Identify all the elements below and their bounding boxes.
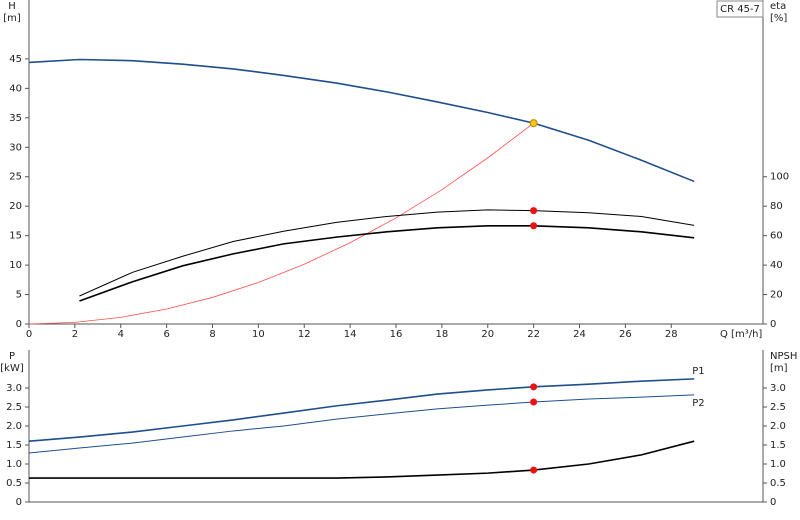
y-tick-label: 15: [9, 231, 22, 242]
y-tick-label: 3.0: [6, 383, 22, 394]
x-tick-label: 12: [298, 329, 311, 340]
y2-tick-label: 20: [770, 290, 783, 301]
y-tick-label: 2.0: [6, 421, 22, 432]
y-tick-label: 0: [16, 497, 22, 508]
y-tick-label: 20: [9, 201, 22, 212]
title-box: [716, 0, 764, 18]
x-tick-label: 18: [436, 329, 449, 340]
y-axis-unit: [m]: [3, 13, 21, 24]
y2-axis-unit: [m]: [770, 363, 788, 374]
y2-tick-label: 2.0: [770, 421, 786, 432]
y-tick-label: 10: [9, 260, 22, 271]
y-tick-label: 5: [16, 290, 22, 301]
y-axis-label: H: [8, 1, 16, 12]
x-tick-label: 8: [209, 329, 215, 340]
curve: [28, 394, 695, 454]
series-label: P1: [692, 366, 704, 377]
y2-tick-label: 2.5: [770, 402, 786, 413]
x-tick-label: 20: [481, 329, 494, 340]
x-tick-label: 28: [665, 329, 678, 340]
y2-tick-label: 1.5: [770, 440, 786, 451]
y2-tick-label: 0: [770, 497, 776, 508]
y2-tick-label: 3.0: [770, 383, 786, 394]
y-tick-label: 1.5: [6, 440, 22, 451]
y-tick-label: 2.5: [6, 402, 22, 413]
curve: [79, 224, 695, 302]
y2-tick-label: 40: [770, 260, 783, 271]
x-tick-label: 14: [344, 329, 357, 340]
y2-tick-label: 80: [770, 201, 783, 212]
duty-point: [530, 383, 538, 391]
x-tick-label: 16: [390, 329, 403, 340]
chart-title: CR 45-7: [720, 4, 760, 15]
y2-tick-label: 60: [770, 231, 783, 242]
x-tick-label: 10: [252, 329, 265, 340]
curve: [79, 209, 695, 297]
y-tick-label: 40: [9, 83, 22, 94]
curve: [28, 378, 695, 442]
y-tick-label: 45: [9, 54, 22, 65]
x-axis-label: Q [m³/h]: [720, 329, 762, 340]
x-tick-label: 26: [619, 329, 632, 340]
duty-point: [530, 398, 538, 406]
y-axis-label: P: [9, 351, 15, 362]
y-tick-label: 0.5: [6, 478, 22, 489]
y2-tick-label: 100: [770, 172, 789, 183]
y-tick-label: 0: [16, 319, 22, 330]
y2-axis-unit: [%]: [770, 13, 787, 24]
x-tick-label: 2: [72, 329, 78, 340]
x-tick-label: 6: [163, 329, 169, 340]
y2-tick-label: 0: [770, 319, 776, 330]
y-tick-label: 35: [9, 113, 22, 124]
x-tick-label: 0: [26, 329, 32, 340]
y2-tick-label: 1.0: [770, 459, 786, 470]
plot-frame: [28, 0, 764, 325]
duty-point: [530, 207, 538, 215]
duty-point: [530, 222, 538, 230]
y2-axis-label: NPSH: [770, 351, 797, 362]
y-tick-label: 30: [9, 142, 22, 153]
y-tick-label: 25: [9, 172, 22, 183]
curve: [28, 58, 695, 183]
y2-axis-label: eta: [770, 1, 786, 12]
x-tick-label: 4: [118, 329, 124, 340]
series-label: P2: [692, 398, 704, 409]
plot-frame: [28, 350, 764, 503]
curve: [28, 122, 534, 325]
y-tick-label: 1.0: [6, 459, 22, 470]
y-axis-unit: [kW]: [0, 363, 24, 374]
curve: [29, 440, 695, 479]
x-tick-label: 22: [527, 329, 540, 340]
y2-tick-label: 0.5: [770, 478, 786, 489]
duty-point: [530, 466, 538, 474]
x-tick-label: 24: [573, 329, 586, 340]
duty-point: [529, 119, 538, 128]
